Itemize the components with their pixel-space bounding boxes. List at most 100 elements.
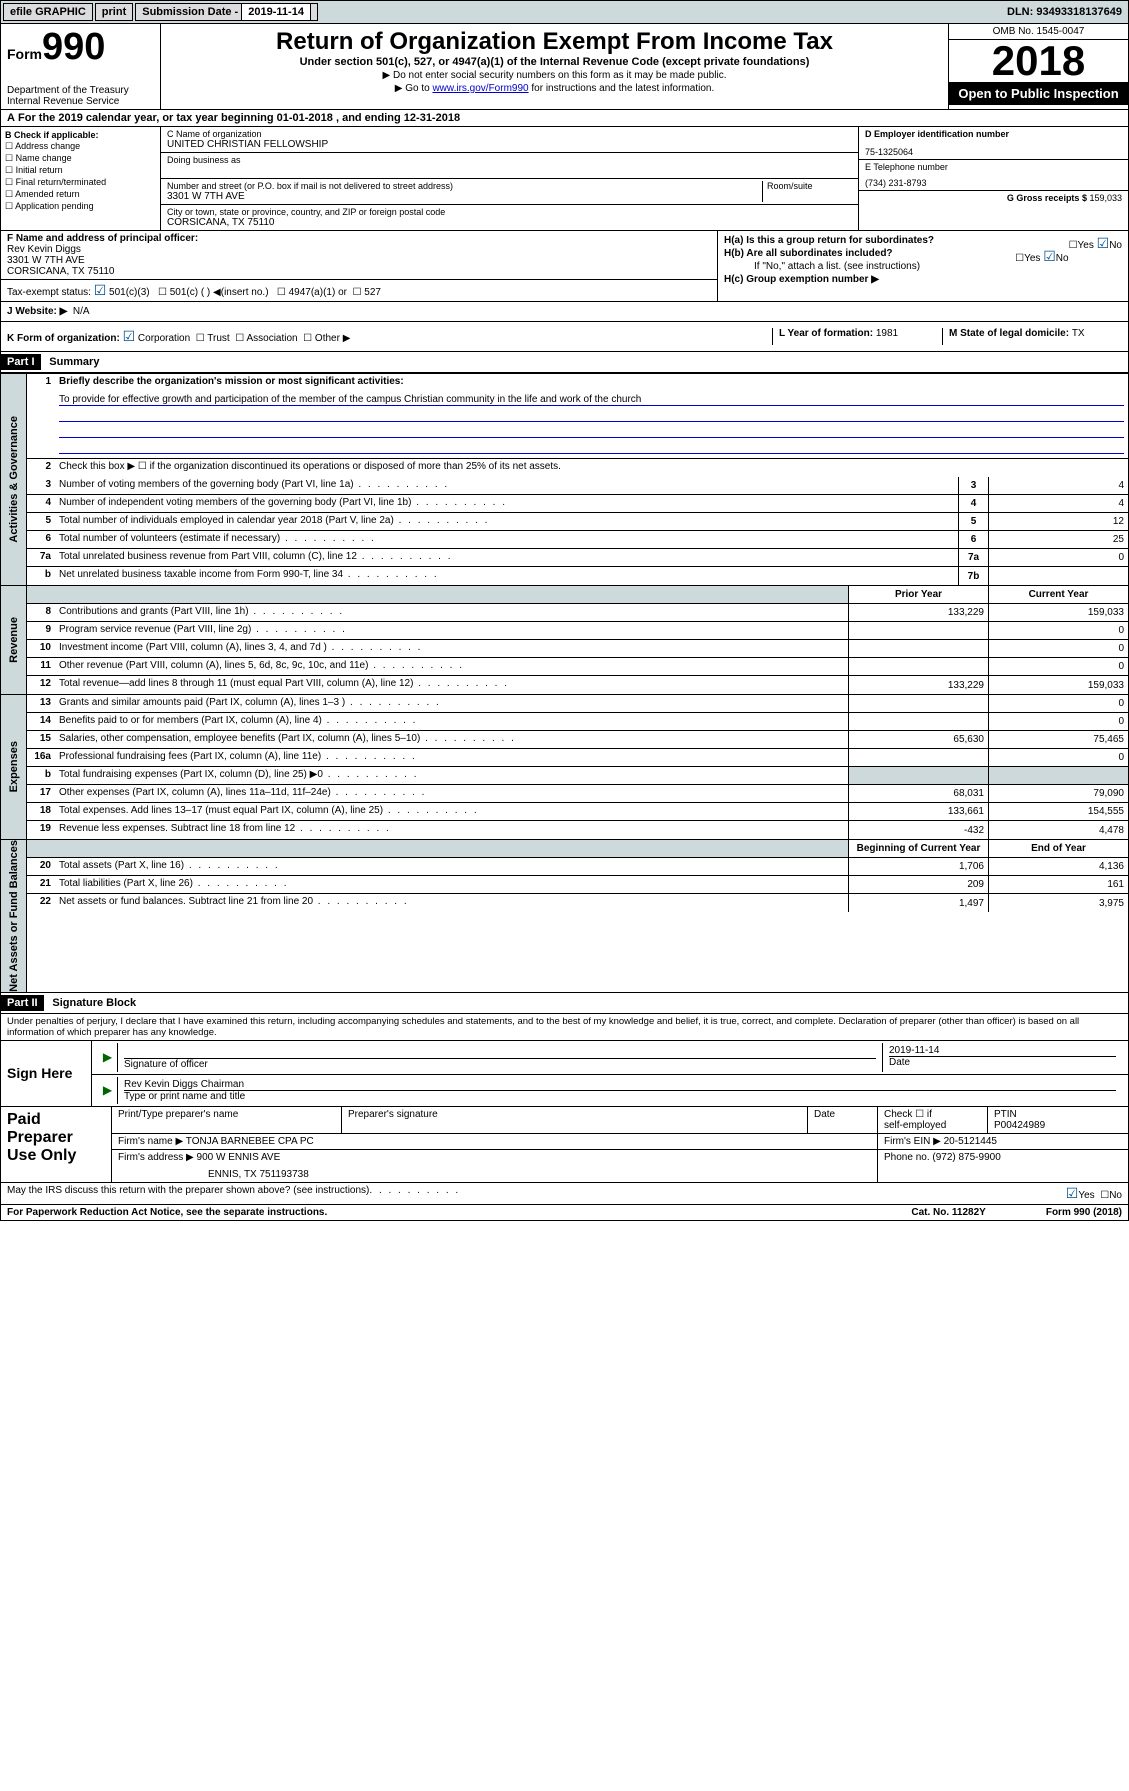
city-label: City or town, state or province, country…	[167, 207, 852, 217]
check-app-pending[interactable]: ☐ Application pending	[5, 201, 156, 212]
part2-header-row: Part II Signature Block	[0, 993, 1129, 1014]
header-left: Form990 Department of the Treasury Inter…	[1, 24, 161, 109]
tax-501c: 501(c) ( ) ◀(insert no.)	[170, 287, 269, 298]
table-row: bTotal fundraising expenses (Part IX, co…	[27, 767, 1128, 785]
header-right: OMB No. 1545-0047 2018 Open to Public In…	[948, 24, 1128, 109]
hb-yes: Yes	[1024, 253, 1040, 264]
firm-name-label: Firm's name ▶	[118, 1136, 186, 1147]
footer-last: For Paperwork Reduction Act Notice, see …	[0, 1205, 1129, 1221]
hb-no-check-icon: ☑	[1043, 248, 1056, 264]
discuss-no: No	[1109, 1190, 1122, 1201]
officer-addr1: 3301 W 7TH AVE	[7, 255, 711, 266]
instruction-2: ▶ Go to www.irs.gov/Form990 for instruct…	[165, 83, 944, 94]
ein-value: 75-1325064	[865, 147, 1122, 157]
table-row: 13Grants and similar amounts paid (Part …	[27, 695, 1128, 713]
table-row: 22Net assets or fund balances. Subtract …	[27, 894, 1128, 912]
j-label: J Website: ▶	[7, 306, 67, 317]
tax-year: 2018	[949, 40, 1128, 82]
hc-label: H(c) Group exemption number ▶	[724, 274, 879, 285]
side-label-2: Expenses	[1, 695, 27, 839]
gross-label: G Gross receipts $	[1007, 193, 1090, 203]
check-amended[interactable]: ☐ Amended return	[5, 189, 156, 200]
mid-left: F Name and address of principal officer:…	[1, 231, 718, 301]
firm-addr2: ENNIS, TX 751193738	[118, 1163, 871, 1180]
website-value: N/A	[73, 306, 90, 317]
check-final[interactable]: ☐ Final return/terminated	[5, 177, 156, 188]
check-addr-change[interactable]: ☐ Address change	[5, 141, 156, 152]
line-a-mid: , and ending	[333, 112, 404, 124]
firm-phone-label: Phone no.	[884, 1152, 932, 1163]
part2-title: Signature Block	[46, 997, 136, 1009]
table-row: 16aProfessional fundraising fees (Part I…	[27, 749, 1128, 767]
m-val: TX	[1072, 328, 1085, 339]
part1-header-row: Part I Summary	[0, 352, 1129, 374]
ein-label: D Employer identification number	[865, 129, 1009, 139]
section-f-h: F Name and address of principal officer:…	[0, 231, 1129, 302]
room-label: Room/suite	[767, 181, 852, 191]
ptin-label: PTIN	[994, 1109, 1122, 1120]
line2-pre: ▶ Go to	[395, 83, 433, 94]
irs-link[interactable]: www.irs.gov/Form990	[432, 83, 528, 94]
ha-label: H(a) Is this a group return for subordin…	[724, 235, 934, 246]
table-row: bNet unrelated business taxable income f…	[27, 567, 1128, 585]
firm-ein-val: 20-5121445	[944, 1136, 997, 1147]
k-corp-check-icon: ☑	[123, 328, 136, 344]
col-de: D Employer identification number 75-1325…	[858, 127, 1128, 230]
addr-label: Number and street (or P.O. box if mail i…	[167, 181, 762, 191]
side-label-3: Net Assets or Fund Balances	[1, 840, 27, 992]
tax-label: Tax-exempt status:	[7, 287, 91, 298]
paperwork-text: For Paperwork Reduction Act Notice, see …	[7, 1207, 327, 1218]
sig-name-line: ▶ Rev Kevin Diggs Chairman Type or print…	[92, 1075, 1128, 1106]
sig-name-label: Type or print name and title	[124, 1091, 1116, 1102]
table-row: 10Investment income (Part VIII, column (…	[27, 640, 1128, 658]
dba-cell: Doing business as	[161, 153, 858, 179]
part1-badge: Part I	[1, 354, 41, 370]
firm-ein-label: Firm's EIN ▶	[884, 1136, 944, 1147]
header-center: Return of Organization Exempt From Incom…	[161, 24, 948, 109]
line-a: A For the 2019 calendar year, or tax yea…	[0, 110, 1129, 127]
signature-section: Under penalties of perjury, I declare th…	[0, 1014, 1129, 1183]
form-subtitle: Under section 501(c), 527, or 4947(a)(1)…	[165, 56, 944, 68]
form-word: Form	[7, 46, 42, 62]
table-row: 21Total liabilities (Part X, line 26)209…	[27, 876, 1128, 894]
check-name-change[interactable]: ☐ Name change	[5, 153, 156, 164]
cat-no: Cat. No. 11282Y	[911, 1207, 985, 1218]
print-button[interactable]: print	[95, 3, 133, 21]
officer-label: F Name and address of principal officer:	[7, 233, 198, 244]
sub-label-text: Submission Date -	[142, 6, 241, 18]
table-row: 5Total number of individuals employed in…	[27, 513, 1128, 531]
officer-name: Rev Kevin Diggs	[7, 244, 711, 255]
city-cell: City or town, state or province, country…	[161, 205, 858, 230]
hb-label: H(b) Are all subordinates included?	[724, 248, 893, 259]
efile-button[interactable]: efile GRAPHIC	[3, 3, 93, 21]
table-row: 15Salaries, other compensation, employee…	[27, 731, 1128, 749]
open-to-public: Open to Public Inspection	[949, 82, 1128, 105]
part1-title: Summary	[43, 356, 99, 368]
firm-name-line: Firm's name ▶ TONJA BARNEBEE CPA PC Firm…	[112, 1134, 1128, 1150]
table-row: 4Number of independent voting members of…	[27, 495, 1128, 513]
row-j: J Website: ▶ N/A	[0, 302, 1129, 322]
perjury-text: Under penalties of perjury, I declare th…	[1, 1014, 1128, 1040]
discuss-row: May the IRS discuss this return with the…	[0, 1183, 1129, 1205]
table-row: 14Benefits paid to or for members (Part …	[27, 713, 1128, 731]
gross-value: 159,033	[1089, 193, 1122, 203]
table-row: To provide for effective growth and part…	[27, 392, 1128, 459]
discuss-text: May the IRS discuss this return with the…	[7, 1185, 369, 1202]
k-corp: Corporation	[138, 333, 190, 344]
section-2: Expenses13Grants and similar amounts pai…	[0, 695, 1129, 840]
paid-label: Paid Preparer Use Only	[1, 1107, 111, 1182]
table-row: 17Other expenses (Part IX, column (A), l…	[27, 785, 1128, 803]
check-initial[interactable]: ☐ Initial return	[5, 165, 156, 176]
ha-no: No	[1109, 240, 1122, 251]
ha-yes: Yes	[1078, 240, 1094, 251]
table-body: Beginning of Current YearEnd of Year20To…	[27, 840, 1128, 992]
firm-phone-val: (972) 875-9900	[932, 1152, 1000, 1163]
form-header: Form990 Department of the Treasury Inter…	[0, 24, 1129, 110]
officer-addr2: CORSICANA, TX 75110	[7, 266, 711, 277]
k-label: K Form of organization:	[7, 333, 120, 344]
k-trust: Trust	[207, 333, 229, 344]
table-row: 20Total assets (Part X, line 16)1,7064,1…	[27, 858, 1128, 876]
sig-officer-line: ▶ Signature of officer 2019-11-14 Date	[92, 1041, 1128, 1075]
discuss-yes-check-icon: ☑	[1066, 1185, 1079, 1201]
row-k: K Form of organization: ☑ Corporation ☐ …	[0, 322, 1129, 352]
